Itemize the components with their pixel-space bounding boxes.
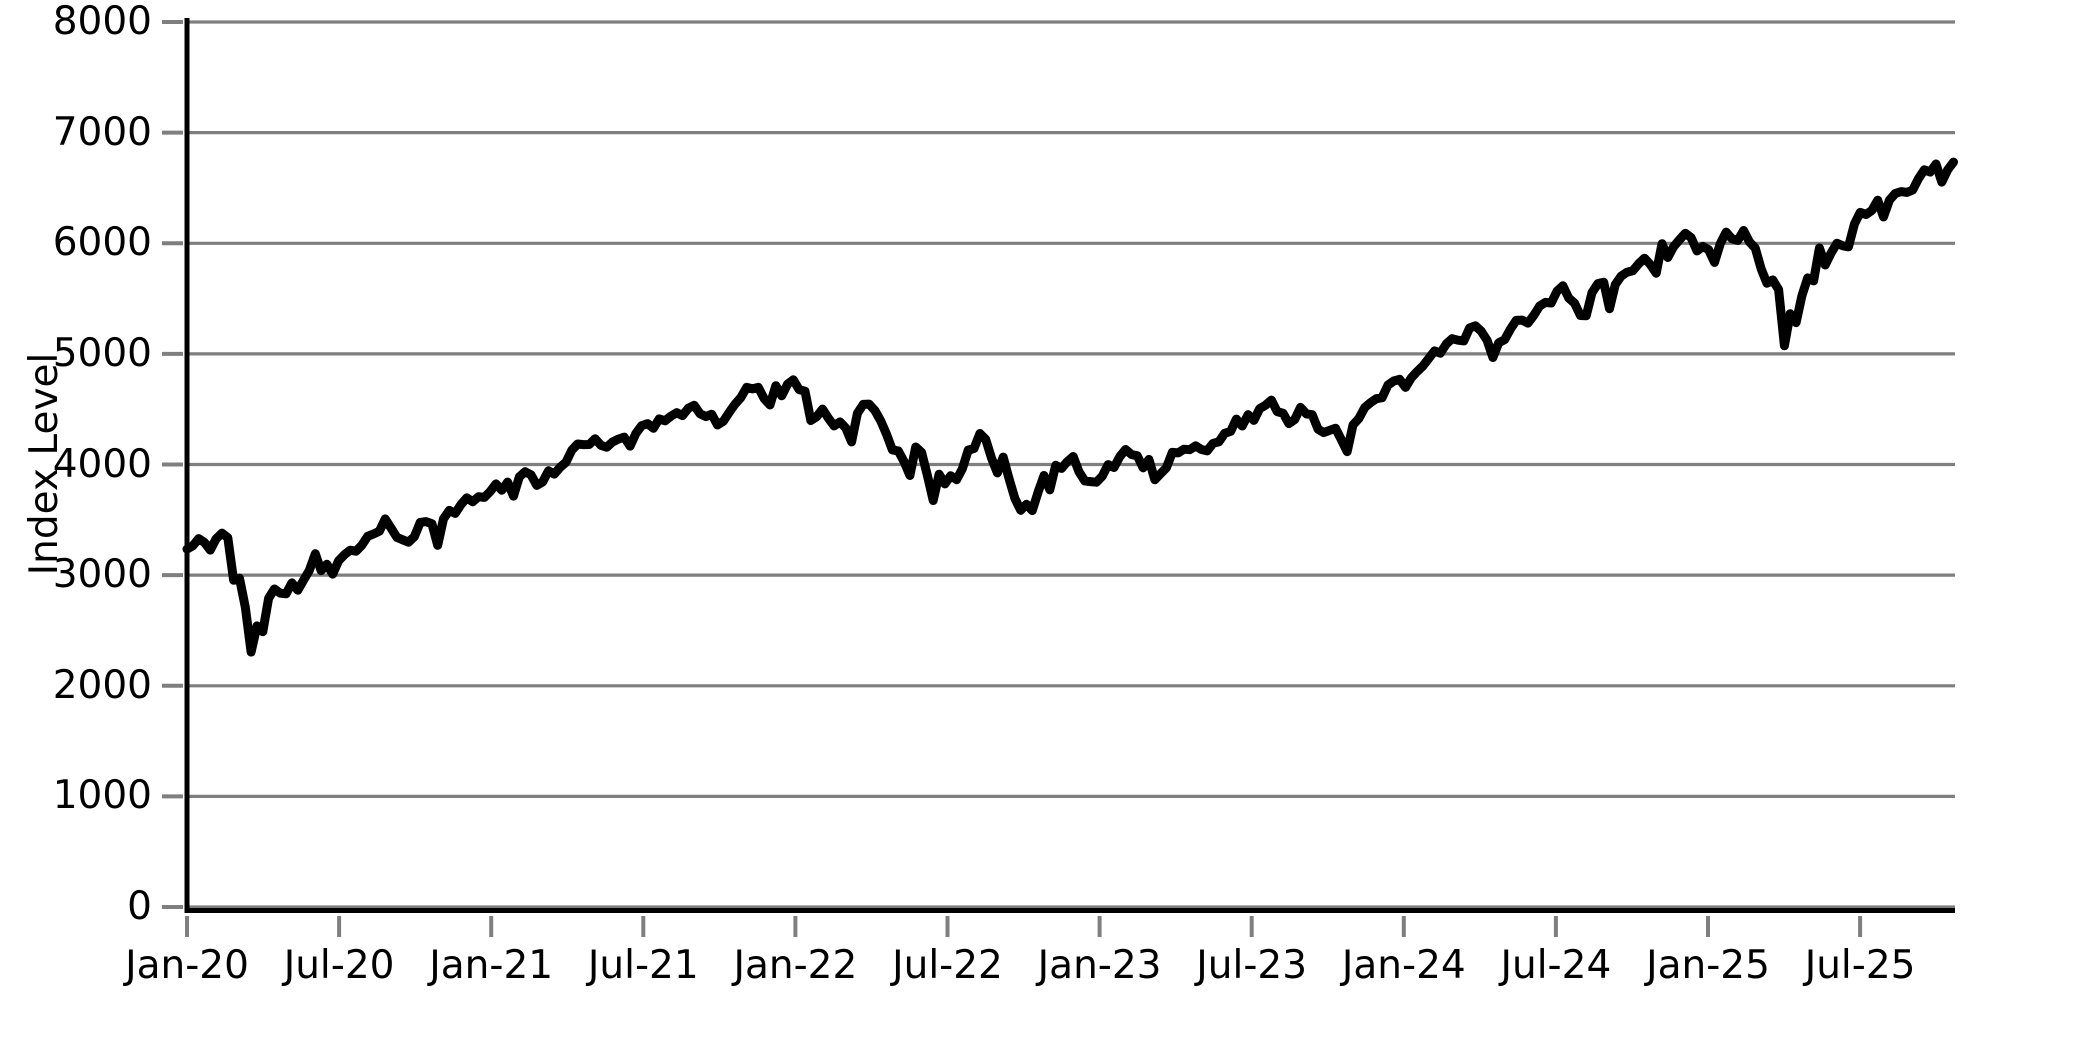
- y-tick-label: 2000: [52, 662, 152, 708]
- x-tick-label: Jan-25: [1646, 943, 1770, 988]
- y-tick-label: 0: [127, 884, 152, 929]
- x-tick-label: Jan-21: [429, 943, 554, 988]
- series-line: [182, 157, 1958, 657]
- x-tick-label: Jan-20: [125, 943, 249, 988]
- x-tick-label: Jul-21: [587, 943, 699, 988]
- x-tick-label: Jul-23: [1196, 943, 1308, 988]
- x-tick-label: Jul-25: [1804, 943, 1916, 988]
- y-tick-label: 6000: [52, 220, 152, 266]
- x-tick-label: Jul-22: [892, 943, 1003, 988]
- y-tick-label: 3000: [52, 552, 152, 598]
- y-tick-label: 7000: [52, 109, 152, 155]
- y-tick-label: 5000: [52, 330, 152, 376]
- x-tick-label: Jan-23: [1037, 943, 1162, 988]
- x-tick-label: Jan-24: [1341, 943, 1466, 988]
- x-tick-label: Jul-24: [1500, 943, 1612, 988]
- y-tick-label: 8000: [52, 0, 152, 44]
- x-tick-label: Jan-22: [733, 943, 858, 988]
- y-tick-label: 4000: [52, 441, 152, 487]
- x-tick-label: Jul-20: [283, 943, 395, 988]
- y-tick-label: 1000: [52, 773, 152, 819]
